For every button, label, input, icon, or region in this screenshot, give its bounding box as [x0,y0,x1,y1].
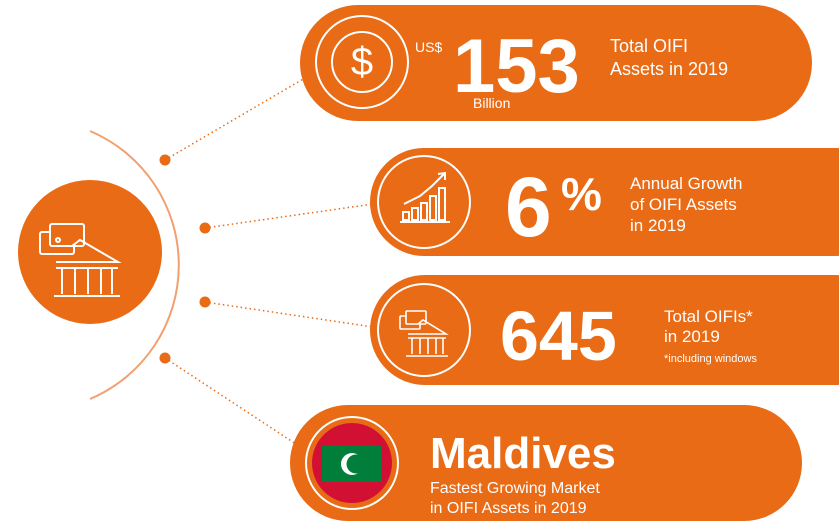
dollar-icon: $ [351,40,373,84]
value: Maldives [430,429,616,478]
value: 153 [453,24,580,109]
bank-icon [39,223,122,297]
description: in 2019 [664,327,720,346]
icon-ring [305,416,399,510]
growth-icon [400,171,450,223]
description: Total OIFI [610,36,688,56]
bank-icon [399,310,449,357]
card [290,405,802,521]
icon-ring [377,283,471,377]
description: Assets in 2019 [610,59,728,79]
description: Fastest Growing Market [430,480,600,497]
connectors [164,74,381,451]
value: 645 [500,297,617,375]
value: 6 [505,160,552,254]
connector-dots [159,154,211,364]
unit: % [561,168,602,220]
card [370,148,839,256]
description: of OIFI Assets [630,195,737,214]
prefix: US$ [415,39,442,55]
hub-circle [18,180,162,324]
icon-ring [377,155,471,249]
coin-icon [331,31,393,93]
icon-ring [315,15,409,109]
arc [89,130,180,400]
card [300,5,812,121]
unit: Billion [473,95,510,111]
crescent-cut [346,454,366,474]
description: Total OIFIs* [664,307,753,326]
footnote: *including windows [664,353,757,365]
description: in 2019 [630,216,686,235]
description: Annual Growth [630,174,742,193]
description: in OIFI Assets in 2019 [430,500,587,517]
card [370,275,839,385]
